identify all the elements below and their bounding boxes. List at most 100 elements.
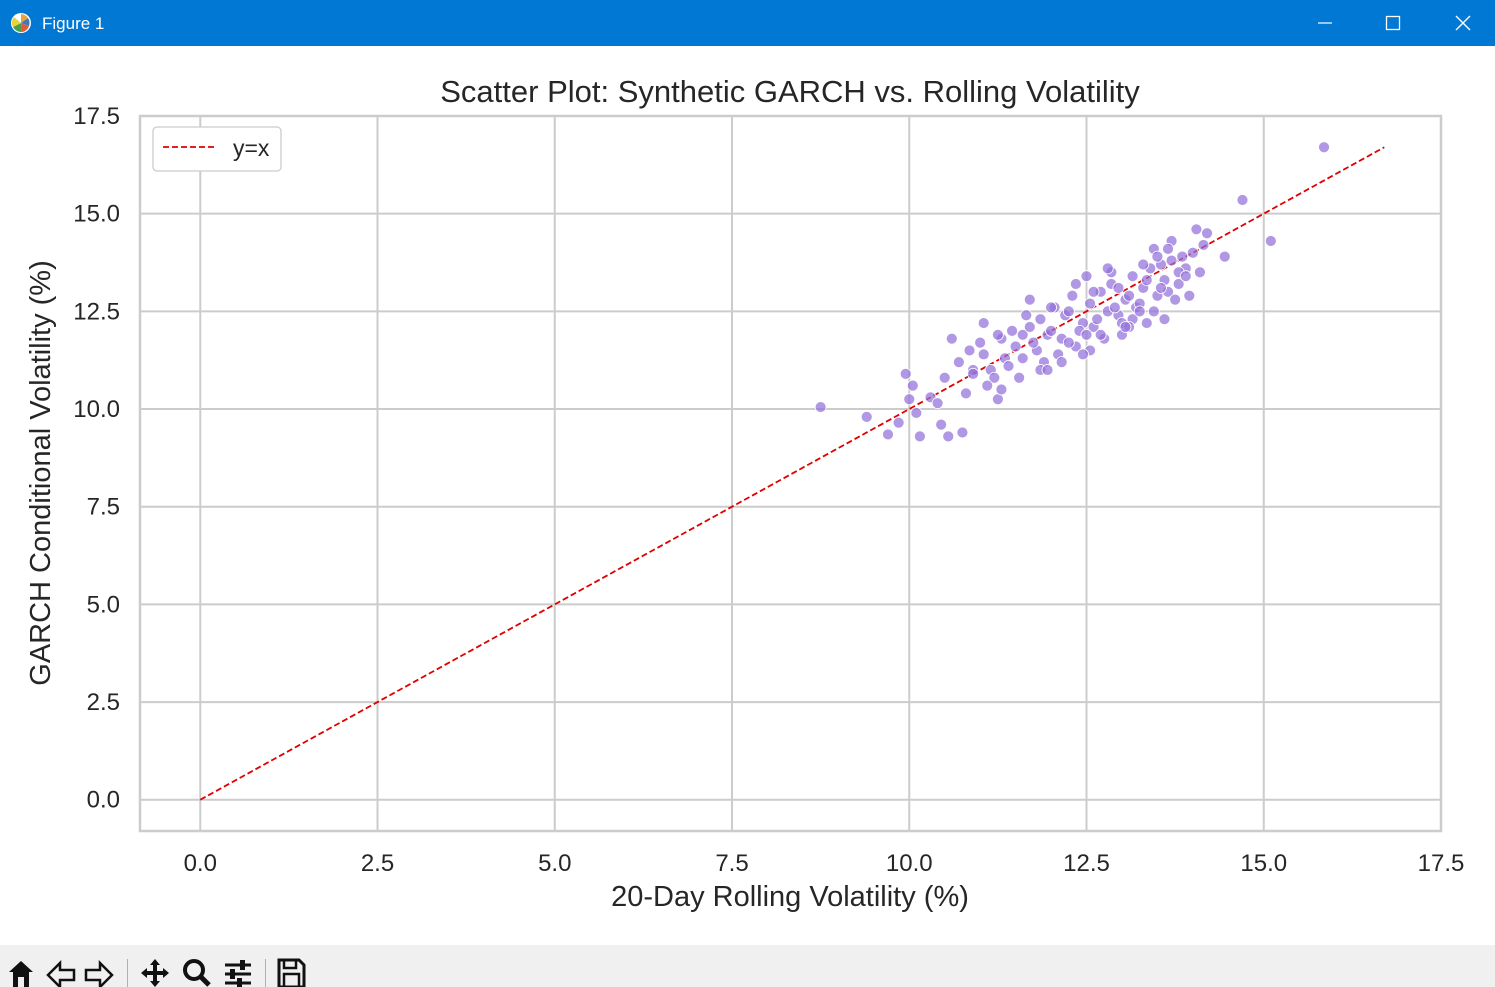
- scatter-point: [1087, 285, 1100, 298]
- scatter-point: [1023, 293, 1036, 306]
- scatter-point: [1069, 278, 1082, 290]
- home-button[interactable]: [3, 957, 39, 987]
- scatter-point: [903, 393, 916, 406]
- scatter-point: [974, 336, 987, 349]
- window-titlebar: Figure 1: [0, 0, 1495, 46]
- x-tick-label: 15.0: [1240, 850, 1287, 877]
- legend-entry-label: y=x: [233, 135, 270, 161]
- scatter-point: [1186, 246, 1199, 259]
- scatter-point: [991, 328, 1004, 341]
- scatter-point: [1179, 270, 1192, 283]
- scatter-point: [977, 317, 990, 329]
- toolbar-separator: [127, 959, 128, 987]
- scatter-point: [963, 344, 976, 357]
- scatter-point: [1101, 262, 1114, 275]
- scatter-point: [1119, 321, 1132, 333]
- close-icon: [1455, 15, 1471, 31]
- navigation-toolbar: [0, 945, 1495, 987]
- scatter-point: [1045, 324, 1057, 337]
- scatter-chart: 0.0 2.5 5.0 7.5 10.0 12.5 15.0 17.5 0.0 2.5 5.0 7.…: [25, 74, 1464, 913]
- scatter-point: [935, 418, 948, 431]
- scatter-point: [1172, 278, 1185, 290]
- back-button[interactable]: [43, 957, 79, 987]
- scatter-point: [1264, 235, 1277, 247]
- maximize-icon: [1385, 15, 1401, 31]
- scatter-point: [967, 367, 979, 380]
- x-tick-label: 5.0: [538, 850, 571, 877]
- scatter-point: [981, 379, 994, 392]
- pan-icon: [141, 959, 169, 987]
- y-tick-label: 5.0: [87, 591, 120, 618]
- toolbar-separator: [265, 959, 266, 987]
- scatter-point: [1020, 309, 1033, 322]
- scatter-point: [977, 348, 990, 361]
- scatter-point: [1197, 239, 1210, 251]
- scatter-point: [938, 371, 951, 384]
- minimize-button[interactable]: [1290, 0, 1360, 46]
- scatter-point: [988, 371, 1001, 384]
- save-icon: [277, 958, 306, 987]
- y-tick-label: 12.5: [73, 298, 120, 325]
- scatter-point: [1112, 282, 1125, 294]
- scatter-point: [1080, 328, 1093, 341]
- scatter-point: [1055, 356, 1068, 369]
- y-tick-label: 10.0: [73, 396, 120, 423]
- scatter-point: [1066, 289, 1079, 302]
- scatter-point: [1165, 254, 1178, 267]
- back-icon: [46, 959, 76, 987]
- scatter-point: [1147, 305, 1160, 318]
- minimize-icon: [1318, 22, 1332, 24]
- scatter-point: [956, 426, 969, 439]
- scatter-point: [1062, 305, 1075, 318]
- x-tick-label: 2.5: [361, 850, 394, 877]
- scatter-point: [1077, 348, 1089, 361]
- scatter-point: [1194, 266, 1206, 279]
- scatter-point: [1133, 305, 1146, 318]
- scatter-point: [892, 416, 905, 429]
- scatter-point: [1084, 297, 1096, 310]
- scatter-point: [1009, 340, 1022, 353]
- zoom-button[interactable]: [179, 957, 215, 987]
- scatter-point: [1183, 289, 1196, 302]
- y-tick-label: 7.5: [87, 494, 120, 521]
- scatter-point: [1162, 242, 1174, 255]
- scatter-point: [991, 393, 1004, 406]
- configure-subplots-button[interactable]: [220, 957, 256, 987]
- scatter-point: [1140, 274, 1153, 286]
- pan-button[interactable]: [137, 957, 173, 987]
- scatter-point: [1091, 313, 1104, 326]
- scatter-point: [1236, 194, 1249, 206]
- scatter-point: [1002, 360, 1015, 372]
- scatter-point: [1140, 317, 1153, 329]
- figure-canvas[interactable]: 0.0 2.5 5.0 7.5 10.0 12.5 15.0 17.5 0.0 2.5 5.0 7.…: [0, 46, 1495, 945]
- chart-title: Scatter Plot: Synthetic GARCH vs. Rollin…: [440, 74, 1140, 109]
- scatter-point: [1318, 141, 1330, 154]
- scatter-point: [1126, 270, 1139, 283]
- scatter-point: [931, 397, 944, 410]
- x-axis-label: 20-Day Rolling Volatility (%): [611, 881, 969, 913]
- y-axis-label: GARCH Conditional Volatility (%): [25, 260, 57, 685]
- scatter-point: [952, 356, 965, 369]
- y-tick-label: 2.5: [87, 689, 120, 716]
- scatter-point: [1006, 324, 1018, 337]
- scatter-point: [945, 332, 958, 345]
- y-tick-label: 17.5: [73, 103, 120, 130]
- forward-icon: [84, 959, 114, 987]
- scatter-point: [1016, 328, 1029, 341]
- configure-subplots-icon: [225, 960, 251, 987]
- maximize-button[interactable]: [1358, 0, 1428, 46]
- scatter-point: [1151, 250, 1164, 263]
- x-tick-label: 10.0: [886, 850, 933, 877]
- x-tick-label: 0.0: [184, 850, 217, 877]
- scatter-point: [1190, 223, 1203, 236]
- window-title: Figure 1: [42, 14, 105, 33]
- x-tick-label: 12.5: [1063, 850, 1110, 877]
- scatter-point: [1094, 328, 1107, 341]
- scatter-point: [913, 430, 926, 443]
- close-button[interactable]: [1428, 0, 1495, 46]
- scatter-point: [1041, 364, 1054, 376]
- forward-button[interactable]: [81, 957, 117, 987]
- scatter-point: [1013, 371, 1026, 384]
- scatter-point: [814, 401, 827, 413]
- save-button[interactable]: [273, 957, 309, 987]
